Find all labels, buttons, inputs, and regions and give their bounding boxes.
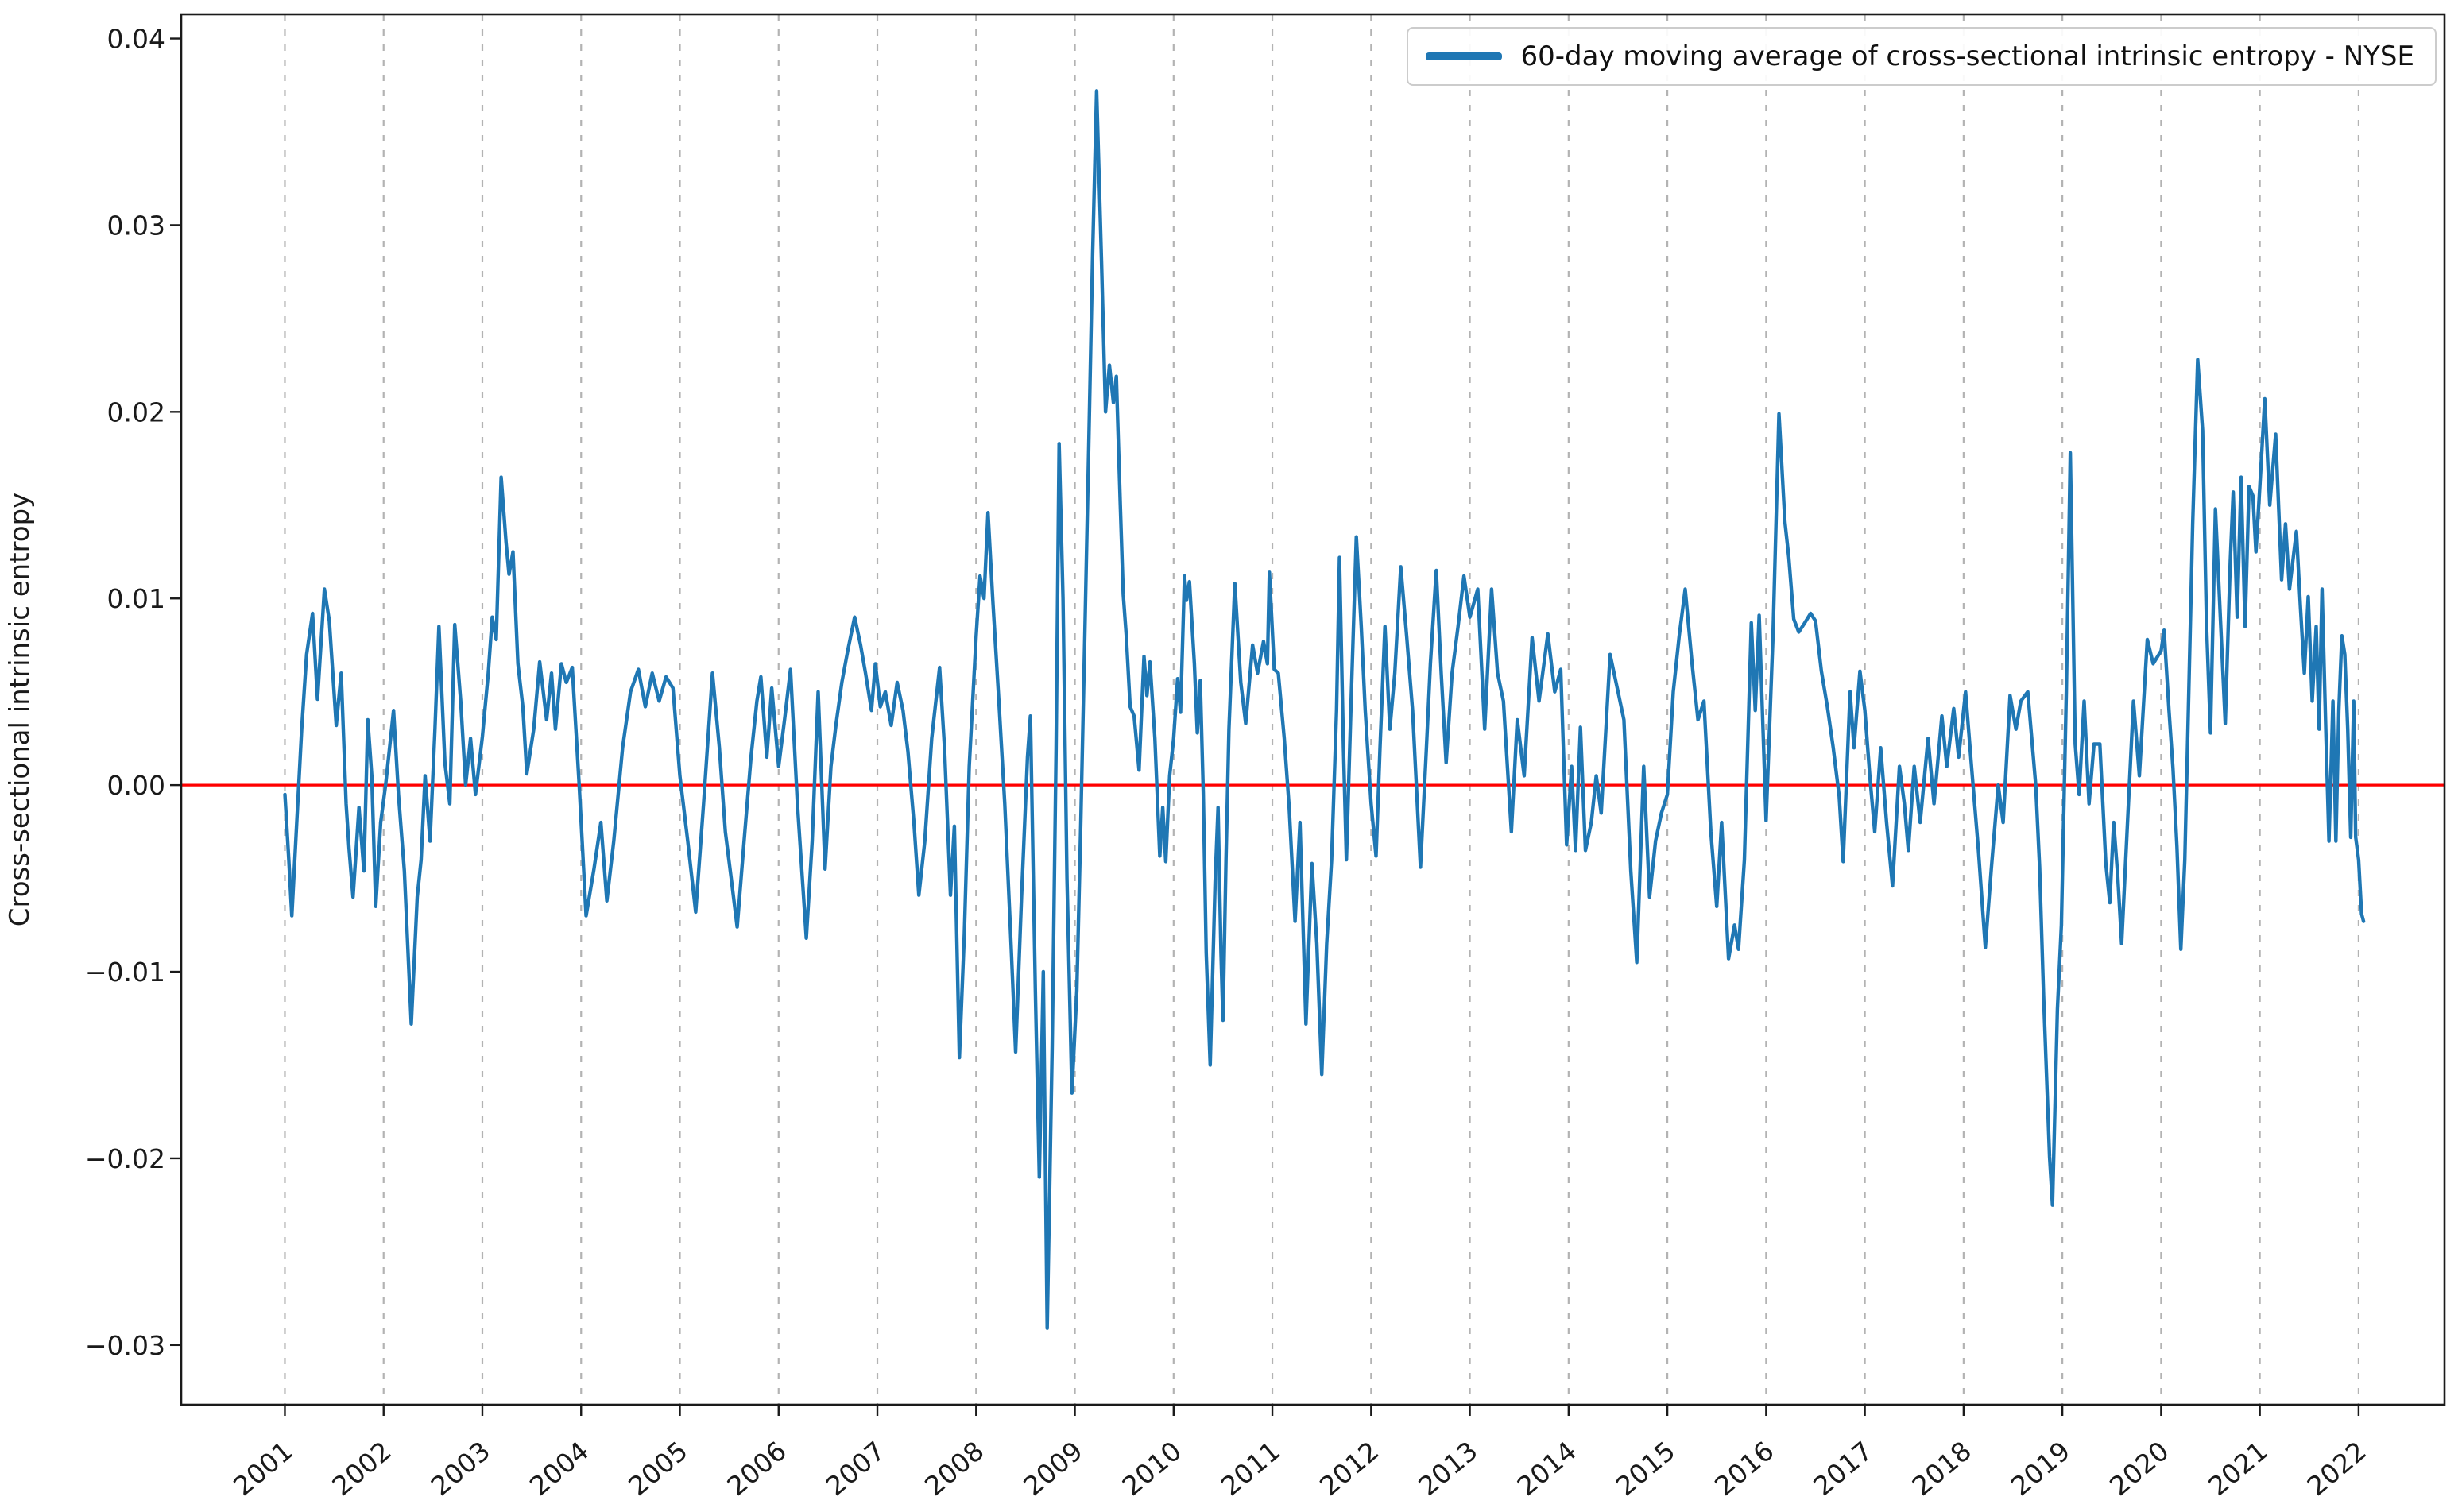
x-tick-label: 2016 <box>1709 1435 1779 1502</box>
y-tick-label: 0.04 <box>107 24 165 55</box>
x-tick-label: 2020 <box>2104 1435 2174 1502</box>
x-tick-label: 2009 <box>1017 1435 1088 1502</box>
x-tick-label: 2017 <box>1807 1435 1878 1502</box>
x-tick-label: 2010 <box>1117 1435 1187 1502</box>
y-axis-tick-labels: 0.04 0.03 0.02 0.01 0.00 −0.01 −0.02 −0.03 <box>85 24 165 1361</box>
x-tick-label: 2003 <box>425 1435 496 1502</box>
legend: 60-day moving average of cross-sectional… <box>1406 27 2437 86</box>
x-tick-label: 2006 <box>722 1435 792 1502</box>
x-axis-tick-labels: 2001 2002 2003 2004 2005 2006 2007 2008 2009 2010… <box>227 1435 2372 1502</box>
x-tick-label: 2019 <box>2005 1435 2076 1502</box>
x-tick-label: 2004 <box>524 1435 594 1502</box>
x-tick-label: 2008 <box>919 1435 989 1502</box>
x-tick-label: 2022 <box>2301 1435 2372 1502</box>
x-tick-label: 2007 <box>820 1435 891 1502</box>
x-tick-label: 2018 <box>1907 1435 1977 1502</box>
legend-line-sample-icon <box>1425 52 1502 60</box>
x-tick-label: 2011 <box>1215 1435 1286 1502</box>
gridlines <box>284 14 2359 1405</box>
x-tick-label: 2021 <box>2202 1435 2273 1502</box>
y-tick-label: 0.02 <box>107 396 165 427</box>
y-tick-label: 0.01 <box>107 583 165 614</box>
y-tick-label: −0.02 <box>85 1143 165 1174</box>
y-tick-label: 0.03 <box>107 210 165 241</box>
y-axis-ticks <box>170 37 181 1347</box>
x-tick-label: 2002 <box>326 1435 397 1502</box>
x-tick-label: 2012 <box>1314 1435 1384 1502</box>
series-line <box>283 89 2366 1330</box>
y-axis-title: Cross-sectional intrinsic entropy <box>4 493 36 927</box>
x-tick-label: 2014 <box>1512 1435 1582 1502</box>
x-tick-label: 2005 <box>622 1435 693 1502</box>
y-tick-label: −0.03 <box>85 1330 165 1361</box>
y-tick-label: −0.01 <box>85 957 165 988</box>
y-tick-label: 0.00 <box>107 770 165 801</box>
x-tick-label: 2001 <box>227 1435 298 1502</box>
x-axis-ticks <box>284 1405 2360 1416</box>
x-tick-label: 2015 <box>1610 1435 1681 1502</box>
x-tick-label: 2013 <box>1412 1435 1483 1502</box>
legend-label: 60-day moving average of cross-sectional… <box>1520 41 2415 72</box>
plot-border <box>180 13 2446 1406</box>
